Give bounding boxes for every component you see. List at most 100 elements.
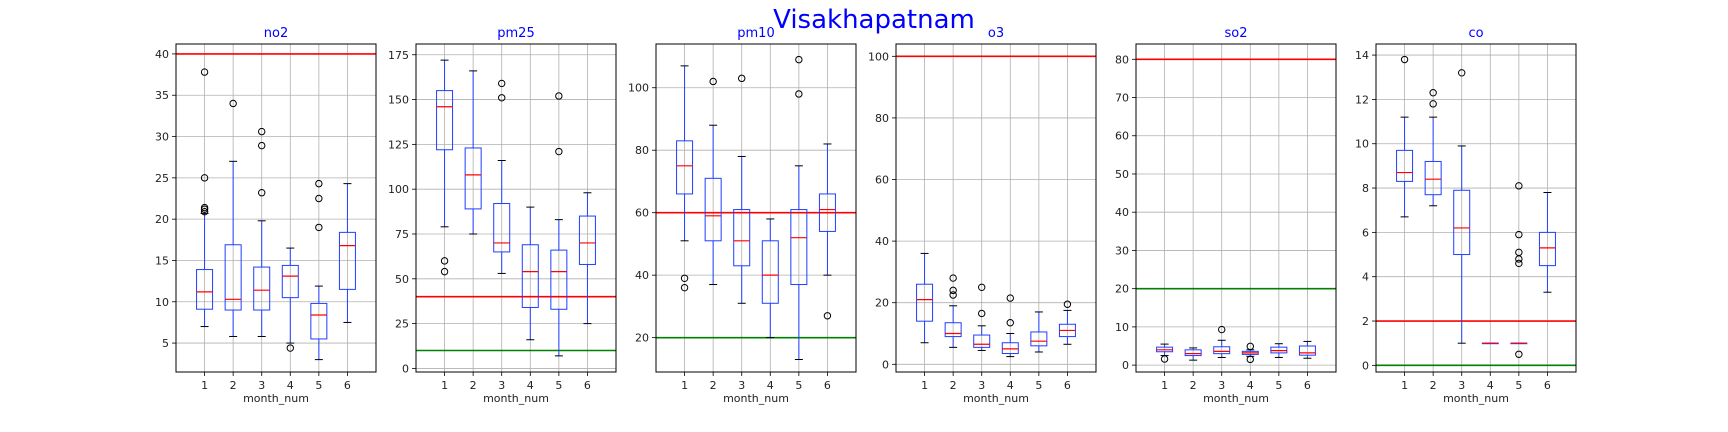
x-axis-label: month_num	[723, 392, 789, 405]
y-tick-label: 2	[1362, 315, 1369, 328]
outlier-point	[680, 274, 689, 282]
plot-frame	[1135, 43, 1337, 373]
outlier-point	[795, 90, 803, 98]
panel-title: pm25	[497, 26, 534, 41]
panel-title: co	[1468, 26, 1483, 41]
box-6	[818, 143, 836, 320]
x-tick-label: 3	[978, 379, 985, 392]
box-3	[733, 74, 751, 304]
box-4	[761, 218, 779, 339]
outlier-point	[258, 141, 266, 150]
x-tick-label: 2	[1430, 379, 1437, 392]
y-tick-label: 14	[1355, 49, 1369, 62]
box-2	[944, 274, 962, 348]
plot-area	[176, 44, 376, 372]
panel-title: so2	[1225, 26, 1248, 41]
box-iqr	[578, 215, 596, 265]
box-5	[550, 92, 568, 357]
box-iqr	[464, 147, 482, 210]
plot-frame	[1375, 43, 1577, 373]
box-iqr	[790, 209, 808, 286]
outlier-point	[978, 283, 986, 292]
y-tick-label: 125	[388, 138, 409, 151]
x-tick-label: 1	[921, 379, 928, 392]
y-tick-label: 10	[1355, 138, 1369, 151]
outlier-point	[286, 344, 294, 352]
y-tick-label: 40	[155, 48, 169, 61]
box-2	[1424, 89, 1442, 207]
x-axis-label: month_num	[1443, 392, 1509, 405]
box-2	[224, 99, 242, 337]
panel-so2: 0 10 20 30 40 50 60 70 80 1 2 3 4 5 6 so2 month_num	[1115, 26, 1337, 405]
figure-title: Visakhapatnam	[773, 5, 975, 35]
outlier-point	[315, 179, 323, 188]
y-tick-label: 12	[1355, 93, 1369, 106]
box-iqr	[973, 334, 991, 348]
plot-area	[656, 44, 856, 372]
panel-o3: 0 20 40 60 80 100 1 2 3 4 5 6 o3 month_num	[868, 26, 1097, 405]
box-4	[1481, 342, 1499, 345]
x-tick-label: 2	[230, 379, 237, 392]
outlier-point	[258, 189, 266, 197]
y-tick-label: 100	[388, 183, 409, 196]
plot-frame	[415, 43, 617, 373]
box-iqr	[676, 140, 694, 195]
y-tick-label: 60	[1115, 130, 1129, 143]
outlier-point	[1160, 355, 1169, 363]
panel-title: pm10	[737, 26, 774, 41]
panel-title: no2	[264, 26, 288, 41]
x-tick-label: 1	[201, 379, 208, 392]
box-3	[1213, 325, 1231, 358]
box-iqr	[1298, 345, 1316, 356]
outlier-point	[709, 77, 717, 86]
outlier-point	[1006, 319, 1014, 327]
box-iqr	[1538, 231, 1556, 267]
outlier-point	[949, 291, 957, 299]
box-iqr	[1213, 346, 1231, 355]
box-iqr	[550, 249, 568, 310]
box-1	[436, 59, 454, 276]
outlier-point	[823, 312, 832, 320]
y-tick-label: 0	[882, 358, 889, 371]
x-axis-label: month_num	[243, 392, 309, 405]
box-iqr	[916, 283, 934, 322]
x-tick-label: 1	[1161, 379, 1168, 392]
outlier-point	[1515, 350, 1523, 358]
outlier-point	[555, 92, 563, 100]
x-tick-label: 3	[738, 379, 745, 392]
x-tick-label: 4	[527, 379, 534, 392]
x-tick-label: 5	[1275, 379, 1282, 392]
y-tick-label: 4	[1362, 271, 1369, 284]
plot-frame	[175, 43, 377, 373]
outlier-point	[200, 203, 209, 212]
x-tick-label: 4	[1487, 379, 1494, 392]
plot-area	[1376, 44, 1576, 372]
outlier-point	[1515, 248, 1523, 257]
plot-area	[1136, 44, 1336, 372]
y-tick-label: 50	[395, 273, 409, 286]
box-iqr	[1001, 342, 1019, 355]
x-tick-label: 1	[1401, 379, 1408, 392]
outlier-point	[1218, 325, 1226, 334]
outlier-point	[229, 99, 237, 108]
outlier-point	[949, 286, 957, 295]
outlier-point	[1515, 182, 1523, 190]
plot-area	[416, 44, 616, 372]
outlier-point	[1429, 89, 1437, 97]
box-iqr	[1030, 331, 1048, 347]
outlier-point	[1246, 355, 1254, 364]
y-tick-label: 60	[875, 174, 889, 187]
x-tick-label: 3	[258, 379, 265, 392]
box-5	[310, 179, 328, 361]
box-iqr	[818, 193, 836, 232]
box-iqr	[733, 209, 751, 267]
box-iqr	[310, 302, 328, 340]
outlier-point	[200, 68, 209, 76]
y-tick-label: 30	[1115, 244, 1129, 257]
box-4	[1241, 342, 1259, 364]
outlier-point	[258, 127, 266, 136]
box-iqr	[1453, 189, 1471, 256]
y-tick-label: 50	[1115, 168, 1129, 181]
box-6	[1058, 300, 1076, 345]
